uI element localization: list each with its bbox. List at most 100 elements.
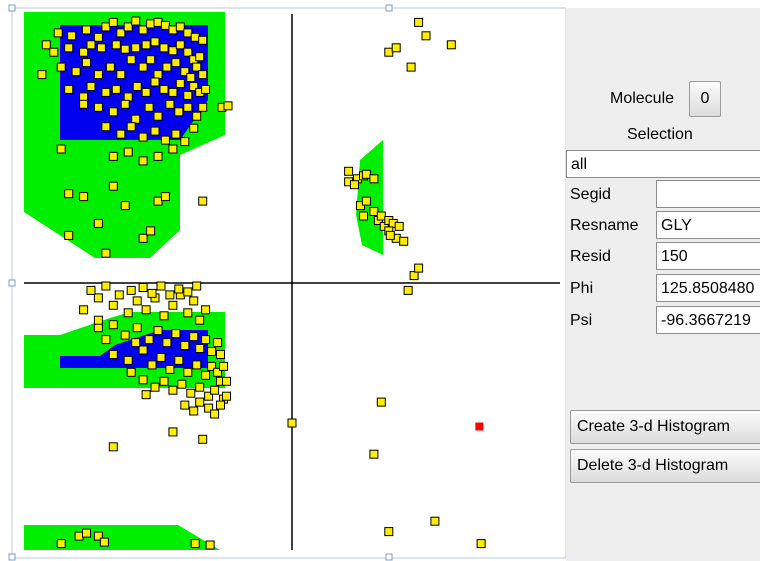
residue-point[interactable] [216, 400, 225, 410]
residue-point[interactable] [213, 367, 223, 377]
residue-point[interactable] [123, 147, 133, 157]
residue-point[interactable] [192, 360, 202, 370]
residue-point[interactable] [37, 70, 47, 80]
residue-point[interactable] [168, 385, 178, 395]
residue-point[interactable] [138, 283, 148, 292]
residue-point[interactable] [111, 84, 121, 94]
residue-point[interactable] [114, 290, 124, 300]
residue-point[interactable] [174, 284, 184, 294]
residue-point[interactable] [71, 67, 81, 77]
residue-point[interactable] [105, 62, 115, 72]
residue-point[interactable] [126, 285, 136, 295]
residue-point[interactable] [195, 397, 205, 407]
residue-point[interactable] [189, 332, 199, 342]
segid-field[interactable] [656, 180, 760, 208]
residue-point[interactable] [116, 28, 126, 38]
residue-point[interactable] [223, 101, 233, 111]
residue-point[interactable] [186, 388, 196, 398]
residue-point[interactable] [201, 370, 211, 380]
residue-point[interactable] [108, 350, 118, 359]
residue-point[interactable] [219, 361, 228, 371]
residue-point[interactable] [56, 62, 66, 72]
residue-point[interactable] [120, 201, 130, 211]
residue-point[interactable] [287, 418, 297, 428]
residue-point[interactable] [168, 25, 178, 35]
residue-point[interactable] [56, 539, 66, 549]
residue-point[interactable] [138, 156, 148, 166]
residue-point[interactable] [213, 338, 223, 348]
residue-point[interactable] [394, 221, 404, 231]
residue-point[interactable] [171, 129, 181, 139]
residue-point[interactable] [207, 361, 217, 371]
residue-point[interactable] [108, 17, 118, 27]
residue-point[interactable] [131, 114, 141, 124]
residue-point[interactable] [162, 62, 172, 72]
residue-point[interactable] [192, 111, 202, 121]
residue-point[interactable] [446, 40, 456, 50]
resize-handle-bottom-left[interactable] [8, 553, 16, 561]
residue-point[interactable] [74, 531, 84, 541]
molecule-button[interactable]: 0 [689, 81, 721, 117]
residue-point[interactable] [174, 107, 184, 117]
residue-point[interactable] [189, 406, 199, 416]
resize-handle-top[interactable] [385, 4, 393, 12]
residue-point[interactable] [141, 40, 151, 50]
residue-point[interactable] [132, 82, 142, 91]
residue-point[interactable] [180, 341, 190, 350]
residue-point[interactable] [116, 70, 126, 80]
residue-point[interactable] [79, 92, 89, 102]
residue-point[interactable] [359, 211, 368, 221]
residue-point[interactable] [183, 90, 193, 100]
residue-point[interactable] [376, 397, 386, 407]
residue-point[interactable] [132, 296, 142, 306]
residue-point[interactable] [171, 329, 181, 339]
residue-point[interactable] [93, 32, 103, 42]
residue-point[interactable] [82, 528, 91, 538]
residue-point[interactable] [476, 539, 486, 549]
residue-point[interactable] [93, 315, 103, 325]
residue-point[interactable] [123, 308, 133, 318]
residue-point[interactable] [189, 123, 199, 133]
residue-point[interactable] [93, 293, 103, 303]
residue-point[interactable] [177, 379, 187, 389]
residue-point[interactable] [123, 92, 133, 102]
residue-point[interactable] [108, 107, 118, 117]
residue-point[interactable] [150, 77, 160, 87]
residue-point[interactable] [190, 32, 200, 42]
residue-point[interactable] [108, 300, 118, 310]
residue-point[interactable] [369, 207, 379, 216]
residue-point[interactable] [147, 288, 157, 298]
residue-point[interactable] [192, 281, 202, 291]
residue-point[interactable] [198, 70, 208, 80]
residue-point[interactable] [201, 335, 211, 345]
residue-point[interactable] [201, 305, 211, 315]
residue-point[interactable] [180, 137, 190, 147]
residue-point[interactable] [210, 385, 220, 395]
residue-point[interactable] [406, 62, 416, 72]
residue-point[interactable] [198, 434, 208, 444]
residue-point[interactable] [159, 43, 169, 53]
residue-point[interactable] [159, 84, 169, 94]
phi-field[interactable]: 125.8508480 [656, 274, 760, 302]
residue-point[interactable] [205, 540, 215, 550]
residue-point[interactable] [168, 427, 178, 437]
residue-point[interactable] [64, 84, 74, 94]
residue-point[interactable] [201, 84, 211, 94]
residue-point[interactable] [99, 537, 109, 547]
residue-point[interactable] [391, 43, 401, 53]
residue-point[interactable] [192, 62, 202, 72]
delete-3d-histogram-button[interactable]: Delete 3-d Histogram [570, 449, 760, 483]
residue-point[interactable] [64, 189, 74, 199]
residue-point[interactable] [171, 58, 181, 68]
residue-point[interactable] [409, 271, 419, 281]
resname-field[interactable]: GLY [656, 211, 760, 239]
residue-point[interactable] [93, 102, 103, 112]
residue-point[interactable] [153, 151, 163, 161]
residue-point[interactable] [64, 43, 74, 53]
residue-point[interactable] [138, 132, 148, 142]
residue-point[interactable] [93, 531, 103, 541]
residue-point[interactable] [49, 47, 59, 57]
residue-point[interactable] [168, 87, 178, 97]
residue-point[interactable] [111, 40, 121, 50]
residue-point[interactable] [101, 122, 111, 132]
